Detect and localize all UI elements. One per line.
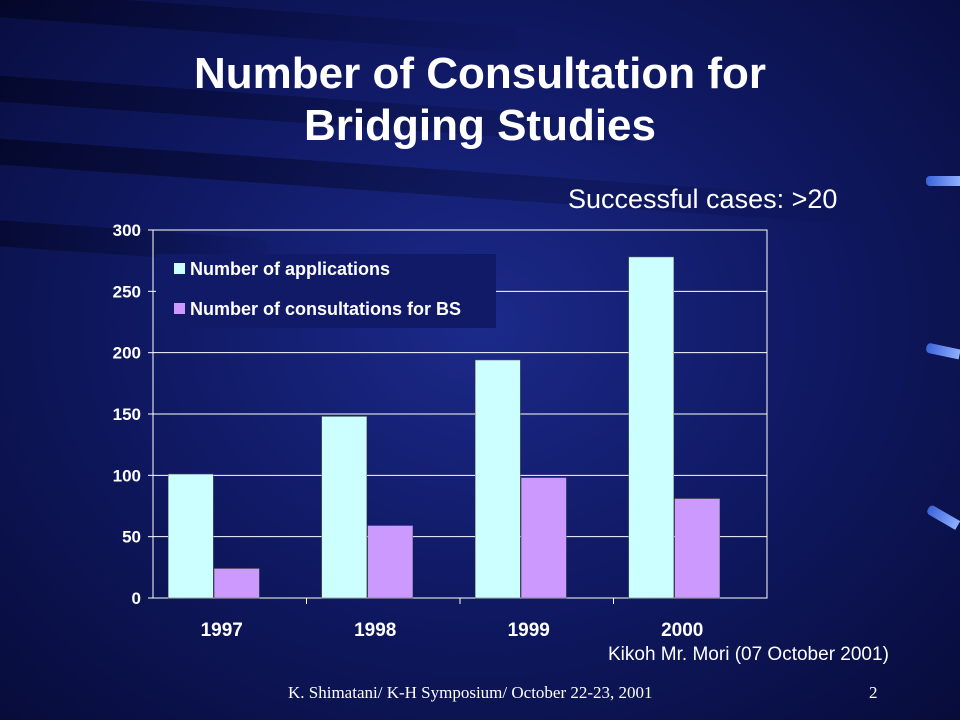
source-credit: Kikoh Mr. Mori (07 October 2001) [608,644,889,665]
x-tick-label: 1997 [201,620,243,641]
bar-consultations [521,477,567,599]
x-tick-label: 2000 [661,620,703,641]
y-tick-label: 100 [113,466,141,485]
legend-label: Number of applications [190,259,390,279]
y-tick-label: 150 [113,405,141,424]
bar-consultations [214,568,260,599]
title-line-1: Number of Consultation for [194,49,766,98]
y-tick-label: 250 [113,282,141,301]
bar-consultations [674,498,720,599]
x-tick-label: 1998 [354,620,396,641]
footer-text: K. Shimatani/ K-H Symposium/ October 22-… [288,683,653,702]
page-number: 2 [869,683,878,702]
legend-label: Number of consultations for BS [190,299,461,319]
title-line-2: Bridging Studies [304,101,656,150]
bar-applications [628,256,674,599]
subtitle: Successful cases: >20 [568,184,838,214]
bar-applications [168,473,214,599]
legend-swatch [174,303,185,314]
y-tick-label: 50 [122,528,141,547]
y-tick-label: 0 [132,589,141,608]
bar-applications [475,359,521,599]
y-tick-label: 200 [113,344,141,363]
legend-box [156,254,496,328]
legend-swatch [174,263,185,274]
bar-consultations [367,525,413,599]
y-tick-label: 300 [113,221,141,240]
bar-applications [321,416,367,599]
slide-title: Number of Consultation for Bridging Stud… [0,48,960,152]
x-tick-label: 1999 [508,620,550,641]
